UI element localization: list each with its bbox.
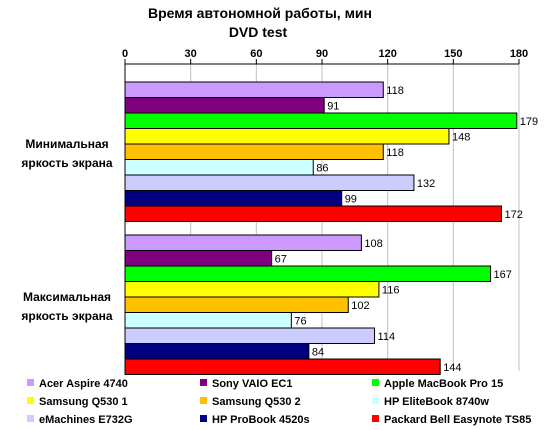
bar-1-6 (124, 327, 376, 344)
tick-label-120: 120 (378, 48, 396, 60)
legend-swatch-2 (372, 379, 379, 386)
legend-label-6: eMachines E732G (39, 414, 133, 426)
legend-swatch-5 (372, 397, 379, 404)
bar-1-0 (124, 234, 362, 251)
category-labels: Минимальная яркость экрана Максимальная ярк… (21, 137, 112, 323)
bar-1-7 (124, 343, 310, 360)
legend-label-0: Acer Aspire 4740 (39, 378, 128, 390)
value-label-0-5: 86 (316, 162, 328, 174)
bar-0-6 (124, 174, 415, 191)
tick-label-0: 0 (122, 48, 128, 60)
bar-0-3 (124, 128, 450, 145)
value-label-1-2: 167 (494, 269, 512, 281)
tick-label-60: 60 (250, 48, 262, 60)
value-label-0-0: 118 (386, 85, 404, 97)
bar-0-8 (124, 205, 502, 222)
legend-label-8: Packard Bell Easynote TS85 (384, 414, 531, 426)
value-label-0-6: 132 (417, 178, 435, 190)
legend-label-2: Apple MacBook Pro 15 (384, 378, 503, 390)
value-label-1-0: 108 (364, 238, 382, 250)
category-label-0-line2: яркость экрана (21, 156, 112, 170)
value-label-1-3: 116 (382, 284, 400, 296)
legend-swatch-6 (27, 415, 34, 422)
category-label-0-line1: Минимальная (25, 137, 108, 151)
bar-0-7 (124, 190, 343, 207)
category-label-1-line1: Максимальная (23, 290, 111, 304)
chart-title: Время автономной работы, мин (148, 5, 372, 21)
legend-swatch-0 (27, 379, 34, 386)
value-label-0-7: 99 (345, 193, 357, 205)
legend-label-7: HP ProBook 4520s (212, 414, 310, 426)
legend-label-3: Samsung Q530 1 (39, 396, 128, 408)
category-label-1-line2: яркость экрана (21, 309, 112, 323)
value-label-0-1: 91 (327, 100, 339, 112)
legend-label-5: HP EliteBook 8740w (384, 396, 489, 408)
tick-label-90: 90 (316, 48, 328, 60)
value-label-0-8: 172 (504, 209, 522, 221)
chart-subtitle: DVD test (229, 24, 288, 40)
value-label-1-1: 67 (275, 253, 287, 265)
bar-1-3 (124, 281, 380, 298)
legend: Acer Aspire 4740 Sony VAIO EC1 Apple MacBo… (27, 378, 531, 426)
value-label-1-8: 144 (443, 362, 461, 374)
legend-label-1: Sony VAIO EC1 (212, 378, 292, 390)
bars (124, 81, 518, 375)
legend-swatch-1 (200, 379, 207, 386)
value-label-0-2: 179 (520, 116, 538, 128)
tick-label-30: 30 (185, 48, 197, 60)
bar-1-1 (124, 250, 273, 267)
legend-label-4: Samsung Q530 2 (212, 396, 301, 408)
value-labels: 118 91 179 148 118 86 132 99 172 108 67 167 116 102 76… (275, 85, 539, 374)
value-label-1-5: 76 (294, 315, 306, 327)
bar-0-4 (124, 143, 384, 160)
value-label-1-7: 84 (312, 346, 324, 358)
bar-0-0 (124, 81, 384, 98)
value-label-0-3: 148 (452, 131, 470, 143)
value-label-1-4: 102 (351, 300, 369, 312)
tick-label-180: 180 (510, 48, 528, 60)
bar-0-5 (124, 159, 314, 176)
bar-1-8 (124, 358, 441, 375)
value-label-0-4: 118 (386, 147, 404, 159)
tick-label-150: 150 (444, 48, 462, 60)
legend-swatch-3 (27, 397, 34, 404)
bar-1-2 (124, 265, 492, 282)
bar-1-4 (124, 296, 349, 313)
bar-0-1 (124, 97, 325, 114)
bar-1-5 (124, 312, 292, 329)
legend-swatch-7 (200, 415, 207, 422)
value-label-1-6: 114 (378, 331, 396, 343)
bar-0-2 (124, 112, 518, 129)
legend-swatch-8 (372, 415, 379, 422)
legend-swatch-4 (200, 397, 207, 404)
